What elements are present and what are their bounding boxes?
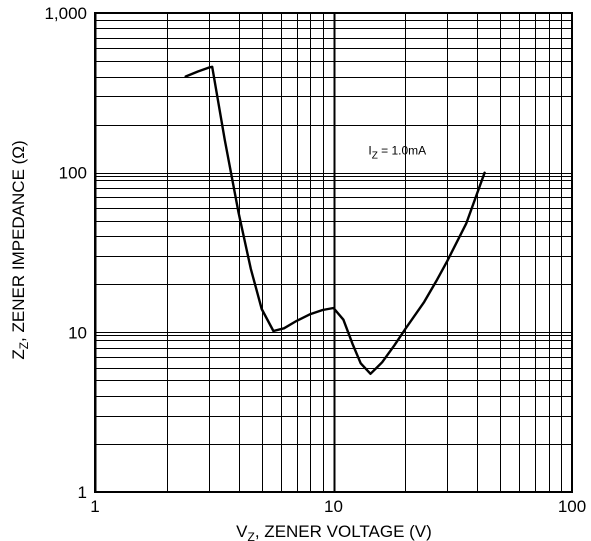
grid	[94, 13, 572, 493]
x-axis-title: VZ, ZENER VOLTAGE (V)	[236, 522, 432, 541]
y-tick-label: 1,000	[44, 4, 87, 23]
y-tick-label: 1	[78, 483, 87, 502]
x-tick-label: 10	[324, 497, 343, 516]
plot-frame	[94, 12, 573, 493]
y-tick-label: 100	[59, 164, 87, 183]
impedance-curve	[184, 65, 486, 375]
y-tick-labels: 1 10 100 1,000	[44, 4, 87, 502]
current-annotation: IZ = 1.0mA	[368, 143, 426, 161]
x-tick-labels: 1 10 100	[90, 497, 586, 516]
y-axis-title: ZZ, ZENER IMPEDANCE (Ω)	[9, 140, 31, 359]
y-tick-label: 10	[68, 323, 87, 342]
x-tick-label: 1	[90, 497, 99, 516]
x-tick-label: 100	[558, 497, 586, 516]
